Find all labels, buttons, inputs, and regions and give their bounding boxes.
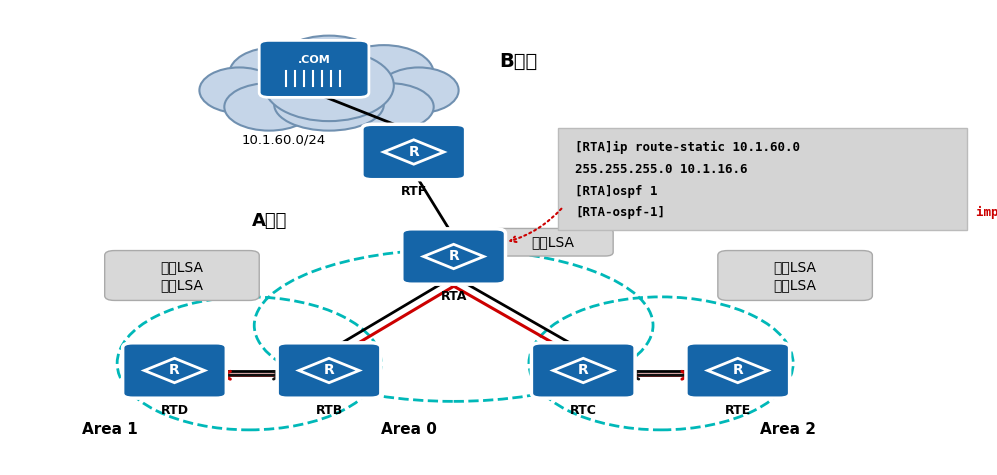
- Text: 五类LSA: 五类LSA: [161, 260, 203, 274]
- Ellipse shape: [379, 67, 459, 113]
- FancyBboxPatch shape: [259, 40, 369, 97]
- Ellipse shape: [344, 83, 434, 131]
- Ellipse shape: [199, 67, 279, 113]
- Text: RTB: RTB: [315, 404, 343, 417]
- Text: Area 2: Area 2: [760, 422, 816, 437]
- FancyBboxPatch shape: [558, 128, 967, 230]
- Text: Area 1: Area 1: [82, 422, 138, 437]
- FancyBboxPatch shape: [531, 343, 635, 398]
- FancyBboxPatch shape: [277, 343, 381, 398]
- Text: R: R: [733, 363, 743, 378]
- Text: RTE: RTE: [725, 404, 751, 417]
- FancyBboxPatch shape: [105, 251, 259, 301]
- Text: 10.1.60.0/24: 10.1.60.0/24: [242, 133, 326, 147]
- Text: [RTA]ip route-static 10.1.60.0: [RTA]ip route-static 10.1.60.0: [575, 142, 801, 154]
- Text: 五类LSA: 五类LSA: [774, 260, 817, 274]
- Ellipse shape: [224, 83, 314, 131]
- Text: 五类LSA: 五类LSA: [531, 235, 574, 249]
- Text: RTF: RTF: [401, 185, 427, 199]
- Text: RTD: RTD: [161, 404, 188, 417]
- Text: 四类LSA: 四类LSA: [161, 278, 203, 292]
- Text: R: R: [324, 363, 334, 378]
- Text: RTC: RTC: [570, 404, 596, 417]
- FancyBboxPatch shape: [402, 229, 505, 284]
- Ellipse shape: [264, 50, 394, 121]
- Text: A公司: A公司: [251, 212, 287, 230]
- Text: RTA: RTA: [441, 290, 467, 303]
- Text: R: R: [169, 363, 179, 378]
- Text: R: R: [449, 249, 459, 264]
- Text: R: R: [409, 145, 419, 159]
- Text: import-route static: import-route static: [976, 206, 997, 219]
- Ellipse shape: [334, 45, 434, 102]
- Text: [RTA]ospf 1: [RTA]ospf 1: [575, 185, 658, 198]
- Text: B公司: B公司: [499, 52, 537, 71]
- Text: 255.255.255.0 10.1.16.6: 255.255.255.0 10.1.16.6: [575, 163, 748, 176]
- Text: 四类LSA: 四类LSA: [774, 278, 817, 292]
- FancyBboxPatch shape: [718, 251, 872, 301]
- Text: .COM: .COM: [298, 55, 330, 66]
- Text: [RTA-ospf-1]: [RTA-ospf-1]: [575, 206, 665, 219]
- Ellipse shape: [229, 48, 319, 100]
- FancyBboxPatch shape: [493, 228, 613, 256]
- Text: Area 0: Area 0: [381, 422, 437, 437]
- Ellipse shape: [274, 78, 384, 131]
- Text: R: R: [578, 363, 588, 378]
- FancyBboxPatch shape: [362, 124, 466, 180]
- FancyBboxPatch shape: [123, 343, 226, 398]
- Ellipse shape: [274, 36, 384, 97]
- FancyBboxPatch shape: [686, 343, 790, 398]
